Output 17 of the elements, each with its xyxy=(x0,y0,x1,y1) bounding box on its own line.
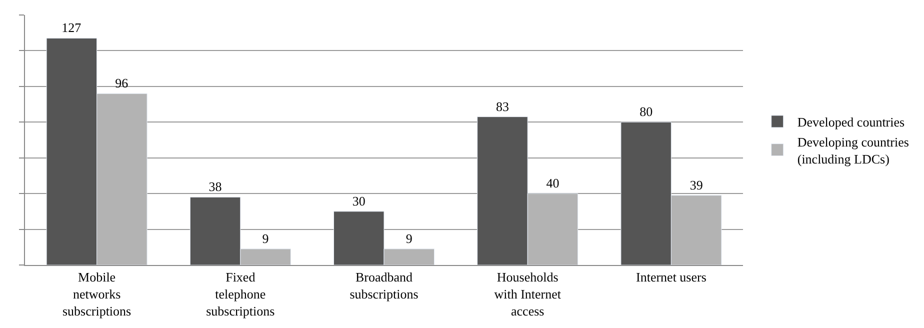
data-label: 39 xyxy=(690,177,703,192)
x-tick-label: Mobile networks subscriptions xyxy=(62,270,132,318)
data-label: 30 xyxy=(352,193,366,208)
x-tick-label: Internet users xyxy=(636,270,706,285)
data-label: 9 xyxy=(406,230,412,246)
data-label: 40 xyxy=(546,176,560,191)
x-tick-label: Households with Internet access xyxy=(494,270,562,318)
x-tick-label: Fixed telephone subscriptions xyxy=(206,270,275,318)
data-label: 80 xyxy=(640,104,653,120)
x-tick-label: Broadband subscriptions xyxy=(350,270,418,302)
legend-label: Developed countries xyxy=(797,114,905,130)
legend-label: Developing countries (including LDCs) xyxy=(797,134,909,166)
data-label: 83 xyxy=(496,98,509,114)
data-label: 127 xyxy=(62,20,82,36)
data-label: 38 xyxy=(208,179,222,194)
data-label: 96 xyxy=(115,76,129,91)
data-label: 9 xyxy=(262,230,269,246)
